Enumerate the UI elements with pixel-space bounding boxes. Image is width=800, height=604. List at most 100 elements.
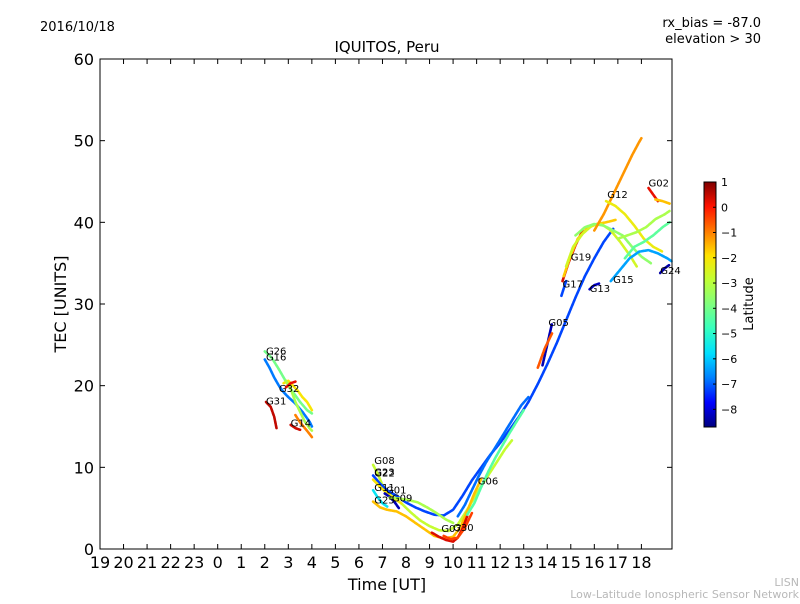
tec-series-15: [430, 514, 469, 543]
tec-series-32: [658, 263, 671, 275]
satellite-label: G25: [374, 495, 394, 506]
tec-series-6: [264, 400, 278, 430]
tec-series-13: [388, 496, 455, 525]
tec-series-5: [284, 380, 297, 389]
satellite-label: G14: [291, 419, 311, 430]
colorbar: [703, 181, 717, 428]
tec-series-28: [616, 209, 671, 240]
y-axis-label: TEC [UNITS]: [51, 256, 70, 354]
satellite-label: G12: [607, 190, 627, 201]
plot-area: G26G16G32G31G14G08G23G22G01G11G09G25G07G…: [263, 136, 681, 543]
satellite-label: G02: [648, 178, 668, 189]
colorbar-tick-label: −6: [721, 353, 737, 366]
x-tick-label: 16: [584, 553, 604, 572]
tec-series-27: [604, 199, 664, 253]
tec-series-16: [442, 511, 474, 541]
satellite-label: G05: [548, 318, 568, 329]
satellite-label: G22: [374, 468, 394, 479]
x-tick-label: 5: [330, 553, 340, 572]
elevation-label: elevation > 30: [665, 32, 761, 47]
tec-series-34: [654, 198, 671, 205]
y-tick-label: 10: [74, 458, 94, 477]
satellite-label: G08: [374, 456, 394, 467]
tec-series-2: [282, 379, 314, 412]
y-tick-label: 60: [74, 50, 94, 69]
satellite-label: G07: [441, 524, 461, 535]
x-tick-label: 23: [184, 553, 204, 572]
tec-series-9: [371, 227, 615, 517]
chart-title: IQUITOS, Peru: [334, 38, 439, 56]
x-tick-label: 20: [113, 553, 133, 572]
tec-series-7: [289, 423, 302, 432]
x-tick-label: 7: [377, 553, 387, 572]
satellite-label: G23: [374, 468, 394, 479]
tec-series-17: [465, 408, 526, 517]
x-tick-label: 11: [466, 553, 486, 572]
tec-series-12: [371, 488, 389, 508]
tec-series-10: [371, 478, 403, 505]
colorbar-tick-label: −4: [721, 302, 737, 315]
colorbar-tick-label: −3: [721, 277, 737, 290]
x-axis: 19 20 21 22 23 0 1 2 3 4 5 6 7 8 9 10 11 12 13 14 15 16 17 18: [90, 59, 652, 572]
y-tick-label: 20: [74, 377, 94, 396]
x-tick-label: 10: [443, 553, 463, 572]
x-tick-label: 1: [236, 553, 246, 572]
x-tick-label: 6: [354, 553, 364, 572]
x-tick-label: 2: [260, 553, 270, 572]
colorbar-tick-label: −8: [721, 403, 737, 416]
tec-series-26: [592, 136, 643, 232]
x-tick-label: 12: [490, 553, 510, 572]
colorbar-tick-label: −2: [721, 252, 737, 265]
x-tick-label: 8: [401, 553, 411, 572]
satellite-label: G16: [266, 352, 286, 363]
tec-series-18: [456, 395, 530, 518]
colorbar-tick-label: 1: [721, 176, 728, 189]
colorbar-ticks: 1 0 −1 −2 −3 −4 −5 −6 −7 −8: [713, 176, 737, 416]
x-tick-label: 3: [283, 553, 293, 572]
x-tick-label: 13: [514, 553, 534, 572]
footer-lisn: LISN: [774, 576, 799, 589]
x-tick-label: 17: [608, 553, 628, 572]
satellite-label: G06: [478, 476, 498, 487]
tec-series-4: [294, 413, 314, 439]
y-tick-label: 0: [84, 540, 94, 559]
satellite-label: G26: [266, 347, 286, 358]
x-tick-label: 19: [90, 553, 110, 572]
satellite-label: G31: [266, 396, 286, 407]
colorbar-tick-label: −7: [721, 378, 737, 391]
tec-series-14: [371, 477, 483, 540]
tec-series-29: [623, 221, 671, 260]
x-tick-label: 9: [424, 553, 434, 572]
y-tick-label: 40: [74, 213, 94, 232]
colorbar-tick-label: 0: [721, 201, 728, 214]
colorbar-tick-label: −1: [721, 227, 737, 240]
satellite-label: G11: [374, 483, 394, 494]
colorbar-label: Latitude: [742, 277, 757, 331]
satellite-label: G15: [613, 275, 633, 286]
footer-network: Low-Latitude Ionospheric Sensor Network: [570, 588, 799, 600]
tec-series-31: [588, 282, 601, 291]
colorbar-tick-label: −5: [721, 328, 737, 341]
tec-series-30: [609, 248, 674, 283]
satellite-label: G24: [660, 266, 680, 277]
x-tick-label: 4: [307, 553, 317, 572]
x-tick-label: 22: [160, 553, 180, 572]
x-axis-label: Time [UT]: [347, 575, 426, 594]
x-tick-label: 15: [561, 553, 581, 572]
tec-series-11: [383, 492, 401, 510]
y-tick-label: 30: [74, 295, 94, 314]
tec-series-21: [560, 279, 568, 298]
satellite-label: G13: [590, 284, 610, 295]
satellite-label: G01: [386, 485, 406, 496]
satellite-label: G09: [392, 494, 412, 505]
x-tick-label: 21: [137, 553, 157, 572]
satellite-label: G17: [563, 280, 583, 291]
y-tick-label: 50: [74, 132, 94, 151]
x-tick-label: 18: [631, 553, 651, 572]
satellite-label: G32: [279, 384, 299, 395]
tec-series-1: [263, 358, 314, 428]
tec-series-3: [284, 379, 314, 432]
rx-bias-label: rx_bias = -87.0: [662, 16, 761, 31]
satellite-label: G30: [453, 523, 473, 534]
